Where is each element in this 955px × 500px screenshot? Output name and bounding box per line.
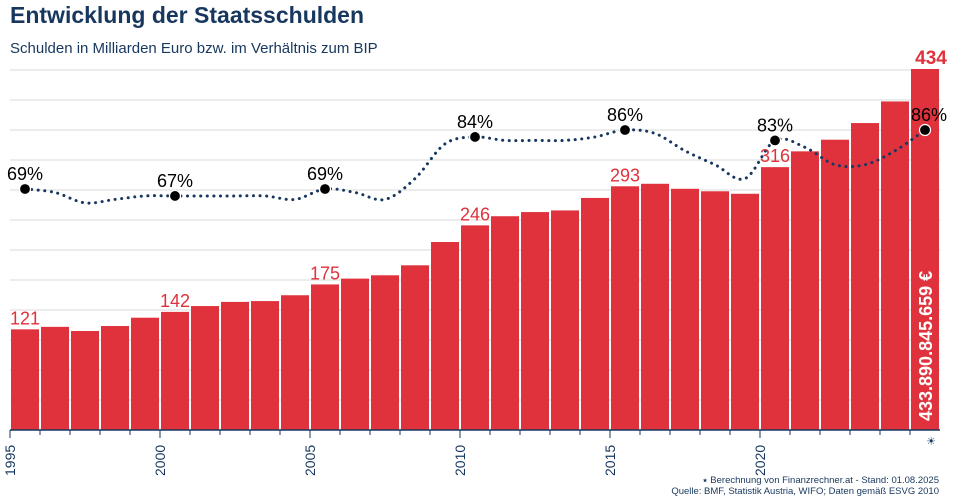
ratio-label-2005: 69% — [307, 164, 343, 184]
current-debt-value: 433.890.845.659 € — [916, 271, 936, 421]
debt-bar-2024 — [881, 101, 909, 430]
debt-bar-1998 — [101, 326, 129, 430]
debt-bar-2011 — [491, 216, 519, 430]
debt-bar-2014 — [581, 197, 609, 430]
debt-bar-1999 — [131, 317, 159, 430]
debt-bar-2010 — [461, 225, 489, 430]
debt-bar-1995 — [11, 329, 39, 430]
debt-label-2005: 175 — [310, 263, 340, 283]
debt-label-2015: 293 — [610, 165, 640, 185]
ratio-marker-2005 — [318, 182, 332, 196]
debt-bar-2006 — [341, 278, 369, 430]
debt-bar-2012 — [521, 212, 549, 430]
data-labels: 121 142 175 246 293 316 434 69% 67% 69% 84% 86% 83% 8… — [7, 48, 947, 421]
debt-bar-2017 — [671, 188, 699, 430]
debt-bar-2005 — [311, 284, 339, 430]
x-tick-label: 2020 — [752, 445, 768, 476]
x-tick-label: 2000 — [152, 445, 168, 476]
x-tick-label: 2010 — [452, 445, 468, 476]
debt-bar-2020 — [761, 167, 789, 430]
debt-bar-2007 — [371, 275, 399, 430]
debt-bar-2003 — [251, 301, 279, 430]
debt-label-2025: 434 — [915, 48, 947, 69]
ratio-label-2025: 86% — [911, 105, 947, 125]
ratio-label-2015: 86% — [607, 105, 643, 125]
debt-bar-2013 — [551, 210, 579, 430]
debt-bar-2001 — [191, 306, 219, 430]
debt-bar-2016 — [641, 183, 669, 430]
debt-bar-1997 — [71, 331, 99, 430]
source-note: Quelle: BMF, Statistik Austria, WIFO; Da… — [671, 486, 939, 497]
source-footnote: ⭑ Berechnung von Finanzrechner.at - Stan… — [671, 475, 939, 497]
debt-label-2010: 246 — [460, 204, 490, 224]
debt-bar-2018 — [701, 191, 729, 430]
debt-bar-2023 — [851, 123, 879, 430]
debt-bars — [11, 69, 939, 430]
ratio-marker-2025 — [918, 123, 932, 137]
sun-icon: ☀ — [926, 436, 936, 448]
debt-bar-1996 — [41, 326, 69, 430]
ratio-marker-1995 — [18, 182, 32, 196]
ratio-marker-2015 — [618, 123, 632, 137]
x-tick-label: 2005 — [302, 445, 318, 476]
ratio-marker-2020 — [768, 134, 782, 147]
debt-label-2000: 142 — [160, 291, 190, 311]
debt-label-1995: 121 — [10, 308, 40, 328]
calculation-note: ⭑ Berechnung von Finanzrechner.at - Stan… — [702, 475, 939, 486]
debt-bar-2022 — [821, 139, 849, 430]
debt-bar-2008 — [401, 265, 429, 430]
x-tick-label: 1995 — [2, 445, 18, 476]
debt-bar-2009 — [431, 242, 459, 430]
x-tick-label: 2015 — [602, 445, 618, 476]
chart-title: Entwicklung der Staatsschulden — [10, 2, 365, 28]
ratio-marker-2000 — [168, 189, 182, 203]
debt-bar-2021 — [791, 151, 819, 430]
debt-bar-2015 — [611, 186, 639, 430]
chart-subtitle: Schulden in Milliarden Euro bzw. im Verh… — [10, 40, 378, 57]
debt-bar-2019 — [731, 193, 759, 430]
x-axis: 1995 2000 2005 2010 2015 2020 ☀ — [2, 429, 940, 476]
debt-bar-2000 — [161, 311, 189, 430]
ratio-label-2000: 67% — [157, 171, 193, 191]
debt-bar-2002 — [221, 301, 249, 430]
ratio-label-2010: 84% — [457, 112, 493, 132]
ratio-marker-2010 — [468, 130, 482, 144]
ratio-label-2020: 83% — [757, 115, 793, 135]
debt-bar-2004 — [281, 295, 309, 430]
ratio-label-1995: 69% — [7, 164, 43, 184]
debt-label-2020: 316 — [760, 146, 790, 166]
